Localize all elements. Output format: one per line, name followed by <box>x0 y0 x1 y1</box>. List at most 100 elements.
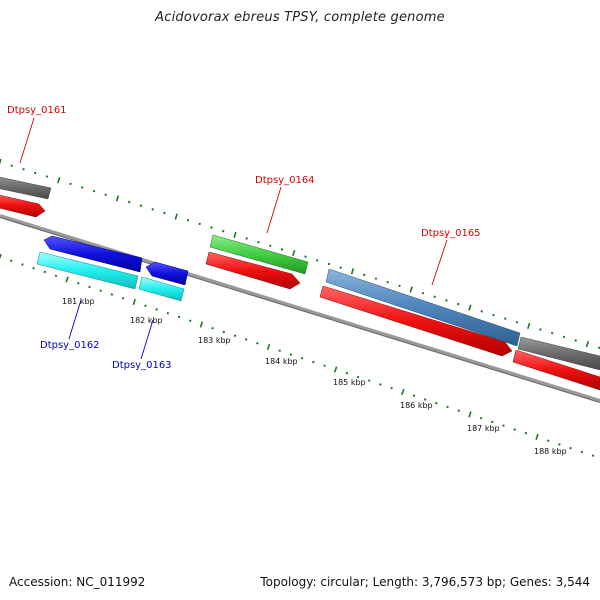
upper-ring-minor-tick <box>268 244 272 248</box>
upper-ring-minor-tick <box>10 164 13 167</box>
scale-label: 185 kbp <box>333 378 366 387</box>
upper-ring-minor-tick <box>492 313 495 317</box>
scale-label: 188 kbp <box>534 447 567 456</box>
lower-ring-minor-tick <box>345 371 349 375</box>
upper-ring-minor-tick <box>280 248 284 251</box>
upper-ring-major-tick <box>409 286 413 293</box>
upper-ring-minor-tick <box>245 237 248 240</box>
upper-ring-minor-tick <box>433 295 436 299</box>
upper-ring-minor-tick <box>398 284 401 288</box>
upper-ring-minor-tick <box>104 193 107 197</box>
upper-ring-minor-tick <box>127 200 131 204</box>
upper-ring-major-tick <box>585 340 590 348</box>
scale-label: 181 kbp <box>62 297 95 306</box>
lower-ring-minor-tick <box>312 360 315 364</box>
upper-ring-minor-tick <box>257 240 260 244</box>
lower-ring-minor-tick <box>211 326 214 330</box>
upper-ring-minor-tick <box>327 262 331 266</box>
lower-ring-minor-tick <box>32 266 35 270</box>
lower-ring-minor-tick <box>256 341 259 345</box>
upper-ring-minor-tick <box>445 299 448 302</box>
accession-label: Accession: NC_011992 <box>9 575 146 589</box>
upper-ring-minor-tick <box>515 320 519 324</box>
leader-line-dtpsy-0165 <box>431 239 448 286</box>
gene-dtpsy-0164-arrow <box>205 251 301 290</box>
lower-ring-major-tick <box>401 388 405 396</box>
lower-ring-minor-tick <box>289 353 293 356</box>
lower-ring-major-tick <box>266 343 271 351</box>
upper-ring-minor-tick <box>151 208 154 211</box>
lower-ring-minor-tick <box>222 330 226 334</box>
upper-ring-minor-tick <box>539 328 542 331</box>
upper-ring-minor-tick <box>45 175 49 178</box>
upper-ring-minor-tick <box>480 310 483 313</box>
lower-ring-minor-tick <box>390 386 393 390</box>
lower-ring-minor-tick <box>356 375 360 379</box>
scale-label-group: 181 kbp 182 kbp 183 kbp 184 kbp 185 kbp 186 k… <box>62 297 567 456</box>
upper-ring-minor-tick <box>550 331 554 335</box>
upper-ring-major-tick <box>468 304 472 311</box>
lower-ring-minor-tick <box>9 259 13 263</box>
lower-ring-minor-tick <box>457 409 461 412</box>
upper-ring-major-tick <box>0 158 2 165</box>
lower-ring-minor-tick <box>54 274 58 278</box>
lower-ring-minor-tick <box>591 454 595 457</box>
gene-dtpsy-0163-block <box>138 276 185 302</box>
upper-ring-major-tick <box>174 213 178 220</box>
lower-ring-minor-tick <box>423 398 427 401</box>
upper-ring-minor-tick <box>221 229 225 233</box>
upper-ring-minor-tick <box>69 182 72 186</box>
lower-ring-major-tick <box>132 298 136 306</box>
lower-ring-minor-tick <box>110 293 114 296</box>
upper-ring-minor-tick <box>456 302 460 306</box>
upper-ring-minor-tick <box>562 335 566 339</box>
lower-ring-major-tick <box>65 276 69 283</box>
upper-ring-minor-tick <box>22 167 25 171</box>
lower-ring-minor-tick <box>513 428 516 431</box>
gene-dtpsy-0162-arrow <box>43 235 143 273</box>
lower-ring-minor-tick <box>367 379 371 382</box>
scale-label: 182 kbp <box>130 316 163 325</box>
lower-ring-minor-tick <box>99 289 102 293</box>
upper-ring-major-tick <box>115 195 120 202</box>
lower-ring-minor-tick <box>446 405 449 409</box>
upper-ring-minor-tick <box>386 280 389 284</box>
lower-ring-minor-tick <box>479 416 483 420</box>
upper-ring-minor-tick <box>198 222 201 226</box>
upper-ring-major-tick <box>57 177 61 184</box>
leader-line-dtpsy-0162 <box>68 299 82 340</box>
upper-ring-major-tick <box>527 322 531 330</box>
lower-ring-minor-tick <box>77 281 80 285</box>
upper-ring-minor-tick <box>210 226 213 229</box>
gene-label-dtpsy-0165: Dtpsy_0165 <box>421 228 481 239</box>
upper-ring-minor-tick <box>574 339 577 342</box>
upper-ring-minor-tick <box>362 273 366 277</box>
lower-ring-minor-tick <box>43 270 47 274</box>
upper-ring-minor-tick <box>374 277 378 280</box>
map-title: Acidovorax ebreus TPSY, complete genome <box>155 10 445 25</box>
lower-ring-minor-tick <box>580 450 584 454</box>
upper-ring-minor-tick <box>503 317 507 320</box>
upper-ring-minor-tick <box>339 266 342 269</box>
lower-ring-minor-tick <box>412 394 416 397</box>
lower-ring-minor-tick <box>188 319 192 323</box>
gene-dtpsy-0162-block <box>36 251 139 290</box>
scale-label: 187 kbp <box>467 424 500 433</box>
upper-ring-minor-tick <box>163 211 166 215</box>
upper-ring-minor-tick <box>186 218 190 222</box>
scale-label: 186 kbp <box>400 401 433 410</box>
lower-ring-minor-tick <box>233 334 237 338</box>
lower-ring-minor-tick <box>121 296 125 300</box>
upper-tick-ring <box>0 158 600 350</box>
gene-label-dtpsy-0161: Dtpsy_0161 <box>7 105 67 116</box>
lower-ring-minor-tick <box>569 446 572 450</box>
gene-label-dtpsy-0163: Dtpsy_0163 <box>112 360 172 371</box>
upper-ring-minor-tick <box>315 259 319 262</box>
gene-block-gray <box>0 176 52 200</box>
lower-ring-minor-tick <box>379 383 382 386</box>
gene-label-dtpsy-0162: Dtpsy_0162 <box>40 340 100 351</box>
upper-ring-minor-tick <box>304 255 307 258</box>
lower-ring-minor-tick <box>524 431 528 435</box>
upper-ring-minor-tick <box>33 171 37 175</box>
